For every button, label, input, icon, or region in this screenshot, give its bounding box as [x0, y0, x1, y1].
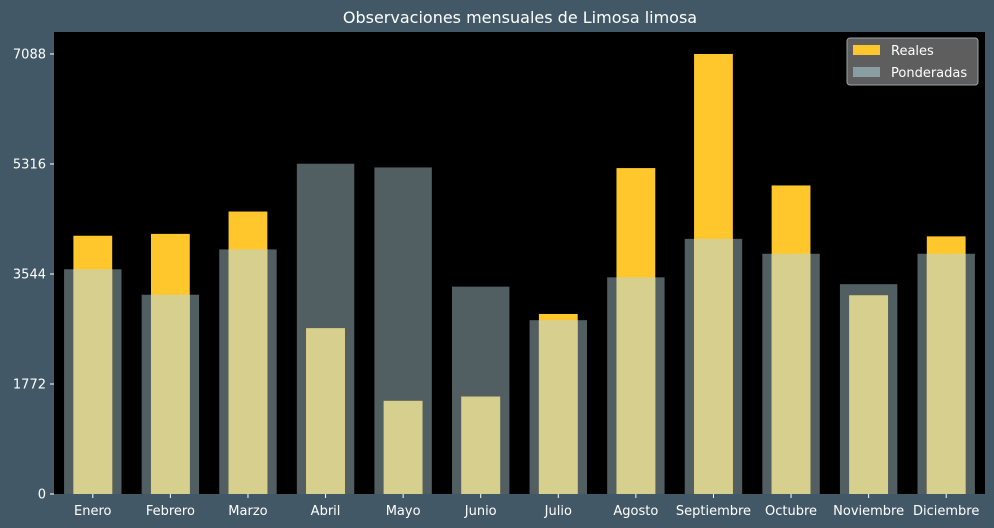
- x-axis: Enero Febrero Marzo Abril Mayo Junio Julio Agos…: [74, 494, 979, 519]
- x-tick-label-junio: Junio: [464, 504, 497, 519]
- x-tick-label-abril: Abril: [311, 504, 341, 519]
- x-tick-label-enero: Enero: [74, 504, 112, 519]
- legend: Reales Ponderadas: [846, 37, 979, 86]
- bar-overlap-marzo: [228, 249, 268, 494]
- y-axis: 0 1772 3544 5316 7088: [13, 47, 54, 503]
- x-tick-label-febrero: Febrero: [146, 504, 195, 519]
- y-tick-label: 7088: [13, 47, 46, 62]
- x-tick-label-septiembre: Septiembre: [676, 504, 751, 519]
- chart-title: Observaciones mensuales de Limosa limosa: [343, 8, 697, 27]
- bar-overlap-agosto: [616, 277, 656, 494]
- overlap-regions: [73, 238, 966, 494]
- bar-overlap-septiembre: [694, 238, 733, 494]
- bar-overlap-mayo: [383, 400, 423, 494]
- y-tick-label: 3544: [13, 267, 46, 282]
- bar-overlap-julio: [538, 320, 578, 494]
- bar-overlap-abril: [306, 328, 345, 494]
- bar-overlap-junio: [461, 396, 501, 494]
- x-tick-label-diciembre: Diciembre: [913, 504, 979, 519]
- legend-label-ponderadas: Ponderadas: [891, 66, 967, 81]
- x-tick-label-agosto: Agosto: [613, 504, 658, 519]
- x-tick-label-julio: Julio: [544, 504, 572, 519]
- bar-overlap-diciembre: [926, 253, 966, 494]
- bar-overlap-octubre: [771, 253, 811, 494]
- legend-label-reales: Reales: [891, 44, 934, 59]
- bar-overlap-enero: [73, 269, 113, 494]
- y-tick-label: 1772: [13, 377, 46, 392]
- plot-area: [54, 32, 985, 494]
- x-tick-label-octubre: Octubre: [765, 504, 817, 519]
- x-tick-label-mayo: Mayo: [386, 504, 421, 519]
- legend-swatch-ponderadas: [853, 67, 880, 77]
- bar-overlap-noviembre: [849, 295, 889, 494]
- legend-swatch-reales: [853, 45, 880, 55]
- x-tick-label-marzo: Marzo: [228, 504, 267, 519]
- x-tick-label-noviembre: Noviembre: [833, 504, 904, 519]
- y-tick-label: 0: [38, 488, 46, 503]
- y-tick-label: 5316: [13, 157, 46, 172]
- bar-overlap-febrero: [150, 294, 190, 494]
